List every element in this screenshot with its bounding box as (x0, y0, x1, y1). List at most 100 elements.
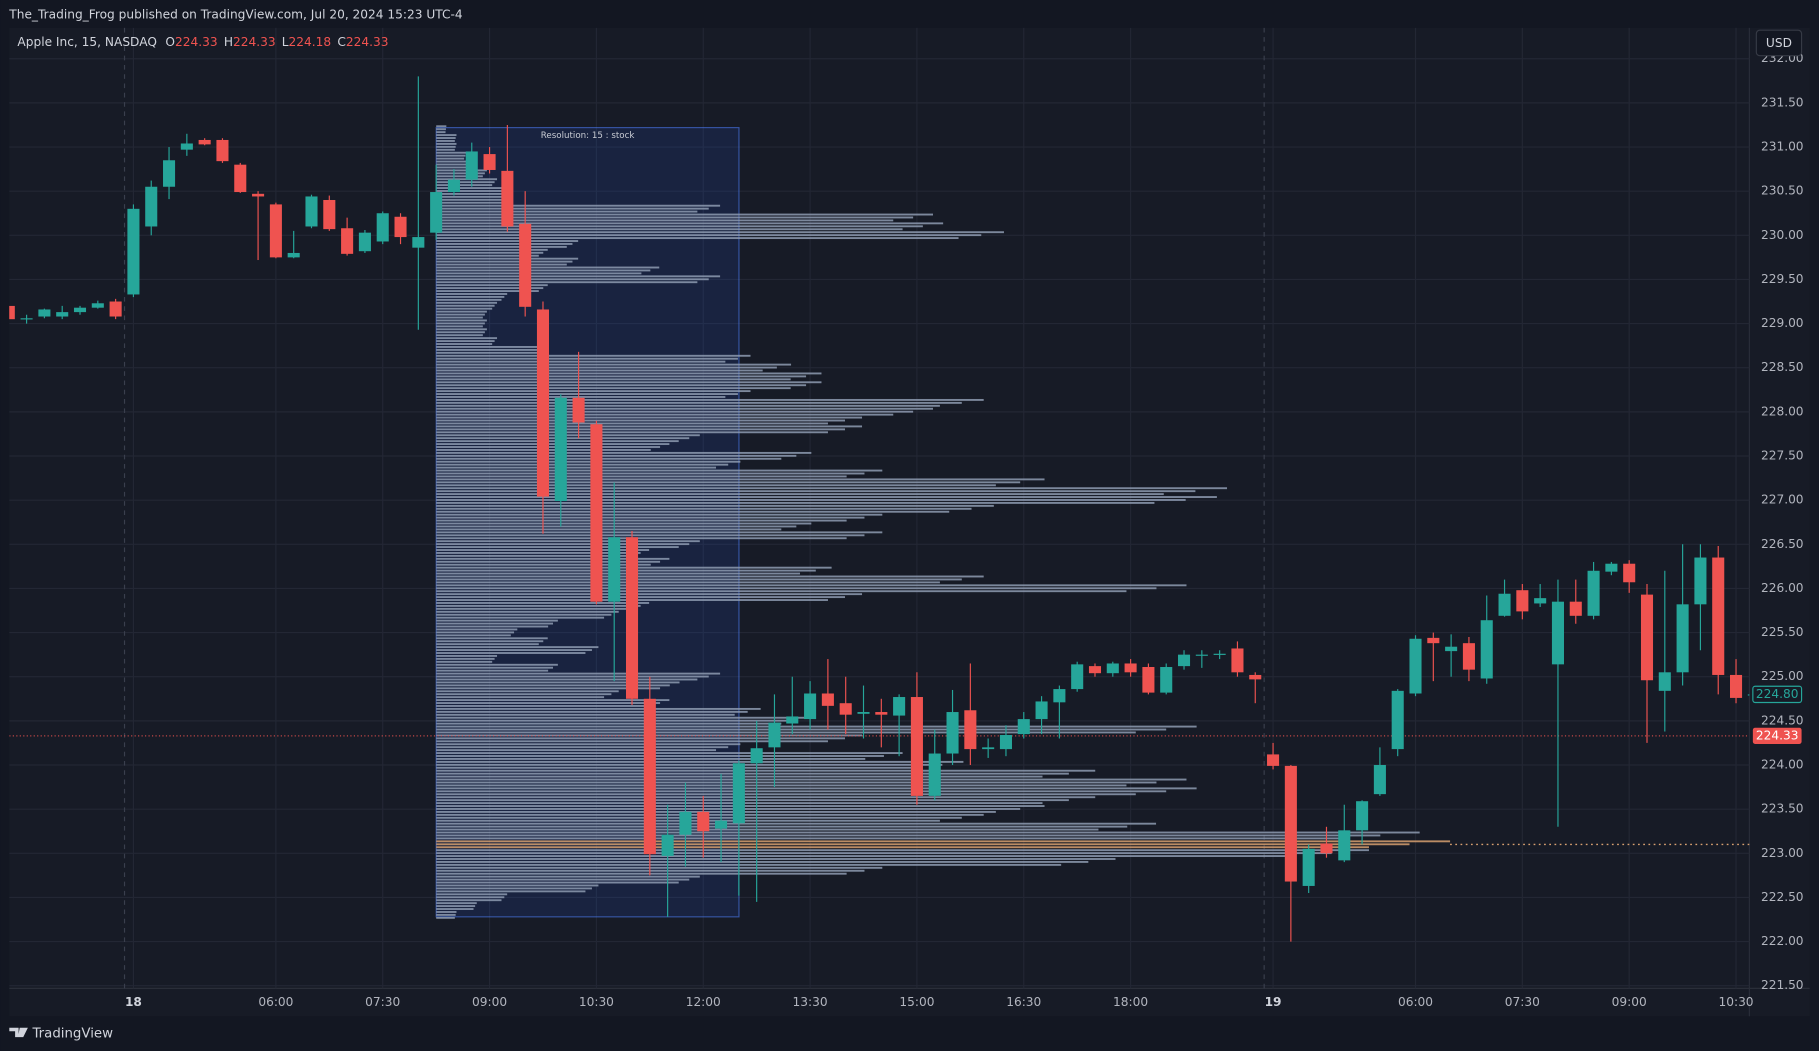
publisher-line: The_Trading_Frog published on TradingVie… (8, 8, 463, 22)
profile-row (436, 878, 690, 881)
profile-row (436, 219, 894, 222)
profile-row (436, 831, 1420, 834)
candle-body (163, 160, 176, 187)
profile-row (436, 840, 1451, 843)
profile-row (436, 690, 619, 693)
profile-row (436, 654, 498, 657)
profile-row (436, 460, 741, 463)
profile-row (436, 466, 717, 469)
profile-row (436, 519, 847, 522)
y-tick-label: 225.50 (1761, 625, 1804, 639)
candle-body (821, 693, 834, 706)
x-tick-label: 15:00 (899, 995, 934, 1009)
candle-body (572, 397, 585, 423)
candle-body (305, 196, 318, 227)
profile-row (436, 507, 972, 510)
profile-row (436, 201, 502, 204)
profile-row (436, 337, 498, 340)
y-tick-label: 222.50 (1761, 890, 1804, 904)
profile-row (436, 513, 883, 516)
profile-row (436, 404, 940, 407)
profile-row (436, 319, 487, 322)
profile-row (436, 204, 721, 207)
profile-row (436, 760, 964, 763)
candle-body (768, 722, 781, 748)
profile-row (436, 722, 782, 725)
candle-body (198, 139, 211, 145)
legend-c: C (337, 34, 345, 48)
profile-row (436, 396, 726, 398)
currency[interactable]: USD (1766, 36, 1792, 50)
profile-row (436, 649, 592, 652)
profile-row (436, 763, 943, 766)
profile-row (436, 557, 670, 560)
profile-row (436, 340, 495, 343)
candle-body (145, 186, 158, 227)
candle-body (608, 537, 621, 602)
profile-row (436, 454, 797, 457)
profile-row (436, 269, 651, 272)
profile-row (436, 581, 940, 584)
close-marker-label: 224.80 (1756, 687, 1799, 701)
profile-row (436, 387, 791, 390)
legend-l: L (282, 34, 289, 48)
profile-row (436, 375, 807, 378)
profile-row (436, 887, 592, 890)
candle-body (1587, 570, 1600, 616)
candle-body (501, 170, 514, 227)
profile-row (436, 781, 1157, 784)
candle-body (1427, 637, 1440, 644)
profile-row (436, 716, 812, 719)
profile-row (436, 410, 914, 413)
profile-row (436, 334, 483, 337)
profile-row (436, 808, 1021, 810)
profile-row (436, 813, 984, 816)
profile-row (436, 213, 934, 216)
candle-body (1160, 667, 1173, 693)
chart-pane (9, 27, 1810, 1017)
profile-row (436, 457, 782, 460)
profile-row (436, 169, 487, 172)
profile-row (436, 728, 1167, 731)
profile-row (436, 549, 650, 551)
profile-row (436, 348, 544, 351)
profile-row (436, 478, 1045, 481)
x-tick-label: 09:00 (1612, 995, 1647, 1009)
profile-row (436, 493, 1164, 496)
profile-row (436, 528, 782, 531)
profile-row (436, 142, 457, 145)
profile-row (436, 181, 495, 184)
profile-row (436, 237, 959, 240)
candle-body (910, 697, 923, 796)
candle-body (1106, 663, 1119, 674)
profile-row (436, 360, 726, 363)
y-tick-label: 226.00 (1761, 581, 1804, 595)
profile-row (436, 157, 465, 160)
profile-row (436, 357, 738, 360)
candle-body (127, 208, 140, 295)
profile-row (436, 537, 847, 540)
profile-row (436, 584, 1187, 587)
candle-body (554, 397, 567, 502)
y-tick-label: 231.50 (1761, 95, 1804, 109)
profile-row (436, 737, 845, 740)
candle-body (9, 305, 15, 320)
candle-body (1747, 694, 1750, 696)
profile-row (436, 372, 822, 375)
profile-row (436, 602, 650, 604)
profile-row (436, 154, 466, 157)
profile-row (436, 575, 984, 578)
currency-button[interactable] (1755, 29, 1803, 57)
candle-body (1302, 848, 1315, 886)
candle-body (1035, 701, 1048, 720)
profile-row (436, 137, 456, 139)
x-tick-label: 18:00 (1113, 995, 1148, 1009)
profile-row (436, 563, 651, 566)
candle-body (1498, 593, 1511, 616)
candle-body (999, 734, 1012, 750)
profile-row (436, 192, 502, 195)
profile-row (436, 331, 485, 334)
candle-body (1694, 557, 1707, 605)
